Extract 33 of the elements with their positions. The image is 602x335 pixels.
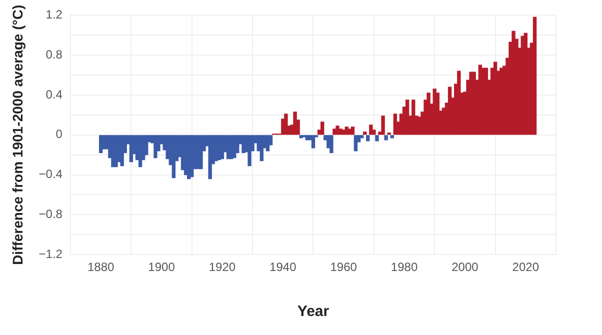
y-tick-label: −0.8 <box>38 207 63 222</box>
bar <box>384 135 388 140</box>
bar <box>284 114 288 135</box>
x-tick-label: 1900 <box>148 260 176 274</box>
bar <box>320 122 324 135</box>
bar <box>199 135 203 170</box>
x-tick-label: 1880 <box>87 260 115 274</box>
x-tick-label: 2000 <box>452 260 479 274</box>
y-tick-label: −0.4 <box>38 167 63 182</box>
y-tick-label: −1.2 <box>38 246 63 261</box>
x-tick-label: 2020 <box>512 260 540 274</box>
bar <box>366 135 370 142</box>
bar <box>248 135 252 166</box>
bar <box>350 126 355 135</box>
x-tick-label: 1940 <box>270 260 297 274</box>
x-tick-label: 1920 <box>208 260 236 274</box>
bar <box>532 16 537 135</box>
y-tick-label: 1.2 <box>46 8 63 22</box>
y-axis-title: Difference from 1901-2000 average (°C) <box>9 4 26 265</box>
y-tick-label: 0 <box>56 127 63 142</box>
x-tick-label: 1960 <box>330 260 358 274</box>
bar <box>375 135 379 142</box>
bar <box>330 135 334 154</box>
y-tick-label: 0.4 <box>46 87 63 102</box>
y-tick-label: 0.8 <box>46 47 63 62</box>
x-axis-title: Year <box>297 303 330 320</box>
bar <box>293 112 297 135</box>
bar <box>311 135 316 148</box>
bar <box>120 135 124 166</box>
bar <box>208 135 212 180</box>
bar <box>381 116 385 135</box>
x-tick-label: 1980 <box>390 260 418 274</box>
bar <box>342 130 346 135</box>
